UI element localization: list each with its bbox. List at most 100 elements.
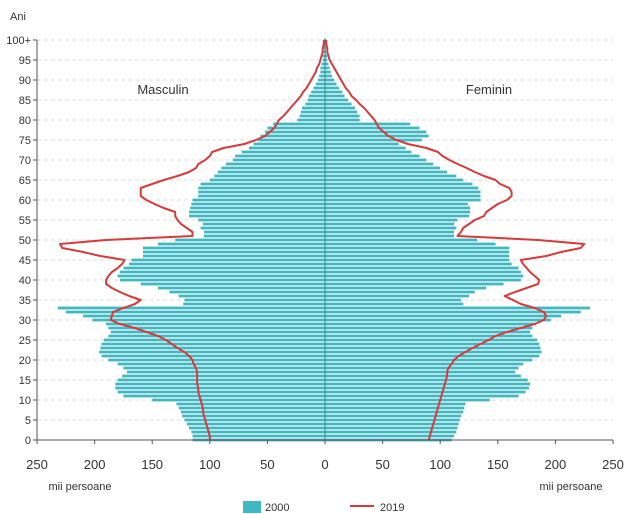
bar-female-2000 [325, 202, 468, 206]
bar-female-2000 [325, 262, 512, 266]
bar-male-2000 [242, 150, 325, 154]
bar-female-2000 [325, 222, 455, 226]
bar-female-2000 [325, 62, 329, 66]
bar-female-2000 [325, 382, 531, 386]
legend-label-2019: 2019 [380, 502, 404, 514]
bar-female-2000 [325, 134, 429, 138]
bar-male-2000 [323, 46, 325, 50]
bar-male-2000 [99, 350, 325, 354]
bar-female-2000 [325, 370, 516, 374]
bar-male-2000 [320, 66, 325, 70]
bar-male-2000 [297, 118, 325, 122]
bar-male-2000 [214, 174, 325, 178]
x-tick-label: 100 [429, 457, 451, 472]
bar-female-2000 [325, 178, 464, 182]
bar-female-2000 [325, 354, 540, 358]
bar-male-2000 [123, 366, 326, 370]
bar-female-2000 [325, 194, 481, 198]
bar-male-2000 [191, 430, 325, 434]
y-tick-label: 65 [19, 175, 31, 187]
bar-male-2000 [265, 130, 325, 134]
bar-male-2000 [299, 114, 325, 118]
bar-male-2000 [92, 318, 326, 322]
x-tick-label: 150 [487, 457, 509, 472]
lines-2019 [59, 40, 586, 441]
bar-female-2000 [325, 246, 510, 250]
bar-male-2000 [300, 110, 325, 114]
bar-male-2000 [57, 306, 326, 310]
bar-male-2000 [175, 238, 325, 242]
bar-female-2000 [325, 342, 540, 346]
bar-female-2000 [325, 186, 479, 190]
y-tick-label: 55 [19, 215, 31, 227]
bar-male-2000 [204, 234, 325, 238]
bars-2000 [57, 38, 590, 442]
bar-male-2000 [311, 90, 325, 94]
x-tick-label: 150 [141, 457, 163, 472]
bar-female-2000 [325, 298, 461, 302]
bar-female-2000 [325, 242, 496, 246]
bar-female-2000 [325, 110, 358, 114]
bar-male-2000 [204, 230, 325, 234]
bar-male-2000 [315, 82, 325, 86]
bar-female-2000 [325, 142, 399, 146]
bar-male-2000 [119, 270, 325, 274]
bar-male-2000 [319, 74, 325, 78]
x-tick-label: 200 [84, 457, 106, 472]
bar-male-2000 [115, 382, 325, 386]
bar-female-2000 [325, 254, 510, 258]
bar-male-2000 [176, 402, 325, 406]
x-axis-label-right: mii persoane [540, 481, 603, 493]
bar-female-2000 [325, 114, 360, 118]
bar-male-2000 [126, 370, 325, 374]
bar-female-2000 [325, 82, 337, 86]
y-tick-label: 35 [19, 295, 31, 307]
bar-male-2000 [221, 166, 325, 170]
bar-female-2000 [325, 210, 471, 214]
bar-male-2000 [65, 310, 326, 314]
y-tick-label: 60 [19, 195, 31, 207]
line-male-2019 [59, 40, 325, 440]
bar-male-2000 [308, 94, 325, 98]
bar-male-2000 [110, 330, 325, 334]
bar-male-2000 [305, 102, 325, 106]
y-tick-label: 50 [19, 235, 31, 247]
bar-male-2000 [322, 54, 325, 58]
bar-female-2000 [325, 94, 345, 98]
bar-female-2000 [325, 122, 411, 126]
bar-male-2000 [178, 406, 325, 410]
bar-female-2000 [325, 130, 427, 134]
x-axis-label-left: mii persoane [49, 481, 112, 493]
bar-male-2000 [321, 62, 325, 66]
side-label-left: Masculin [137, 82, 188, 97]
bar-female-2000 [325, 182, 473, 186]
bar-male-2000 [129, 262, 325, 266]
y-tick-label: 20 [19, 355, 31, 367]
bar-male-2000 [122, 374, 325, 378]
bar-male-2000 [322, 58, 325, 62]
bar-male-2000 [83, 314, 325, 318]
bar-female-2000 [325, 430, 457, 434]
bar-female-2000 [325, 230, 455, 234]
bar-female-2000 [325, 410, 464, 414]
bar-female-2000 [325, 138, 422, 142]
bar-male-2000 [142, 250, 325, 254]
bar-male-2000 [117, 378, 325, 382]
y-tick-label: 75 [19, 135, 31, 147]
bar-female-2000 [325, 190, 481, 194]
bar-male-2000 [209, 178, 325, 182]
bar-female-2000 [325, 226, 457, 230]
bar-female-2000 [325, 394, 519, 398]
bar-male-2000 [100, 346, 325, 350]
bar-male-2000 [323, 50, 325, 54]
x-tick-label: 0 [321, 457, 328, 472]
bar-female-2000 [325, 258, 510, 262]
bar-female-2000 [325, 54, 328, 58]
bar-female-2000 [325, 434, 455, 438]
bar-male-2000 [301, 106, 325, 110]
bar-male-2000 [142, 246, 325, 250]
y-tick-label: 100+ [6, 35, 31, 47]
bar-male-2000 [190, 206, 325, 210]
bar-male-2000 [248, 146, 325, 150]
